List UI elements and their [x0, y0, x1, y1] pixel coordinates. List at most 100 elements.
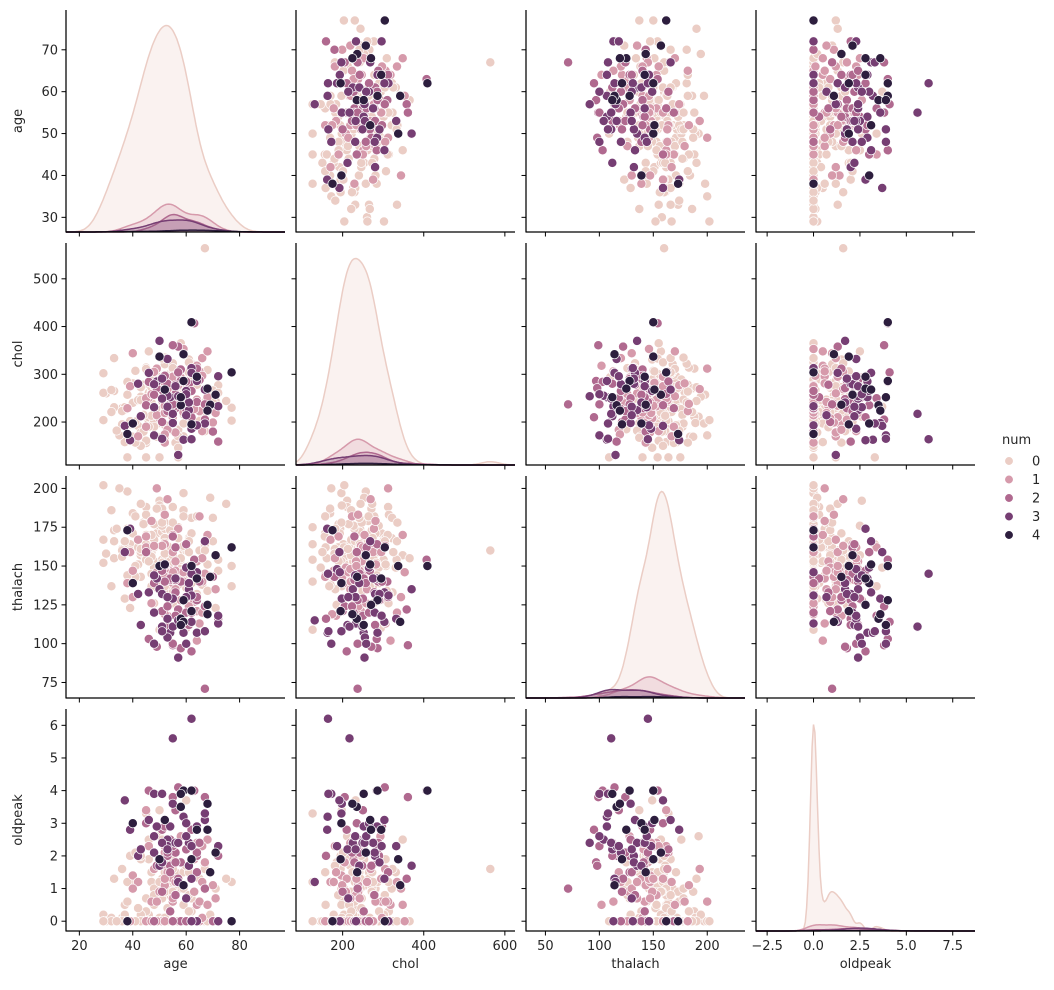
scatter-point-num-0 — [203, 586, 212, 595]
scatter-point-num-4 — [610, 881, 619, 890]
scatter-point-num-1 — [820, 66, 829, 75]
scatter-point-num-3 — [136, 845, 145, 854]
scatter-point-num-3 — [644, 917, 653, 926]
scatter-point-num-0 — [184, 907, 193, 916]
scatter-point-num-1 — [362, 877, 371, 886]
scatter-point-num-4 — [366, 600, 375, 609]
scatter-point-num-0 — [115, 484, 124, 493]
scatter-point-num-3 — [120, 548, 129, 557]
scatter-point-num-4 — [615, 406, 624, 415]
scatter-point-num-3 — [602, 822, 611, 831]
scatter-point-num-3 — [850, 412, 859, 421]
scatter-point-num-3 — [310, 100, 319, 109]
legend-entry-2: 2 — [1005, 492, 1041, 507]
scatter-point-num-3 — [881, 137, 890, 146]
scatter-point-num-3 — [924, 435, 933, 444]
scatter-point-num-1 — [684, 399, 693, 408]
scatter-point-num-3 — [627, 894, 636, 903]
scatter-point-num-4 — [674, 179, 683, 188]
scatter-point-num-0 — [703, 431, 712, 440]
scatter-point-num-3 — [658, 183, 667, 192]
y-axis-label-oldpeak: oldpeak — [11, 794, 26, 846]
scatter-point-num-1 — [820, 142, 829, 151]
scatter-point-num-4 — [617, 420, 626, 429]
scatter-point-num-0 — [354, 171, 363, 180]
scatter-point-num-1 — [128, 884, 137, 893]
scatter-point-num-2 — [142, 548, 151, 557]
scatter-point-num-3 — [628, 364, 637, 373]
legend-label: 3 — [1032, 510, 1040, 525]
scatter-point-num-1 — [695, 864, 704, 873]
scatter-point-num-2 — [619, 342, 628, 351]
scatter-point-num-4 — [617, 855, 626, 864]
scatter-point-num-0 — [318, 158, 327, 167]
scatter-point-num-4 — [423, 786, 432, 795]
scatter-point-num-3 — [628, 79, 637, 88]
scatter-point-num-4 — [809, 179, 818, 188]
scatter-point-num-0 — [131, 512, 140, 521]
scatter-point-num-3 — [335, 70, 344, 79]
scatter-point-num-3 — [913, 108, 922, 117]
scatter-point-num-3 — [187, 714, 196, 723]
scatter-point-num-3 — [174, 838, 183, 847]
scatter-point-num-3 — [602, 70, 611, 79]
scatter-point-num-1 — [683, 917, 692, 926]
scatter-point-num-0 — [638, 453, 647, 462]
scatter-point-num-4 — [155, 855, 164, 864]
panel-chol-vs-chol — [292, 243, 516, 470]
scatter-point-num-0 — [676, 453, 685, 462]
scatter-point-num-0 — [381, 560, 390, 569]
scatter-point-num-0 — [331, 196, 340, 205]
x-tick-label: 100 — [587, 939, 612, 954]
y-tick-label: 300 — [33, 368, 58, 383]
scatter-point-num-3 — [332, 842, 341, 851]
scatter-point-num-0 — [99, 558, 108, 567]
scatter-point-num-0 — [120, 537, 129, 546]
scatter-point-num-4 — [336, 607, 345, 616]
scatter-point-num-3 — [187, 435, 196, 444]
scatter-point-num-3 — [150, 639, 159, 648]
scatter-point-num-1 — [670, 900, 679, 909]
scatter-point-num-3 — [182, 894, 191, 903]
scatter-point-num-3 — [380, 815, 389, 824]
scatter-point-num-4 — [187, 318, 196, 327]
scatter-point-num-2 — [150, 917, 159, 926]
scatter-point-num-0 — [381, 167, 390, 176]
y-tick-label: 0 — [50, 915, 58, 930]
scatter-point-num-1 — [195, 619, 204, 628]
legend-entry-4: 4 — [1005, 529, 1041, 544]
scatter-point-num-2 — [809, 579, 818, 588]
scatter-point-num-3 — [607, 108, 616, 117]
scatter-point-num-4 — [844, 129, 853, 138]
scatter-point-num-1 — [675, 100, 684, 109]
scatter-point-num-0 — [99, 535, 108, 544]
scatter-point-num-0 — [641, 158, 650, 167]
scatter-point-num-1 — [667, 877, 676, 886]
scatter-point-num-4 — [348, 610, 357, 619]
scatter-point-num-1 — [150, 541, 159, 550]
scatter-point-num-3 — [648, 87, 657, 96]
scatter-point-num-0 — [654, 339, 663, 348]
scatter-point-num-2 — [809, 96, 818, 105]
scatter-point-num-3 — [200, 419, 209, 428]
kde-fill-num-0 — [526, 492, 745, 699]
scatter-point-num-3 — [369, 838, 378, 847]
scatter-point-num-1 — [839, 495, 848, 504]
scatter-point-num-4 — [622, 384, 631, 393]
kde-fill-num-0 — [66, 26, 285, 233]
scatter-point-num-4 — [423, 561, 432, 570]
scatter-point-num-2 — [330, 45, 339, 54]
scatter-point-num-1 — [680, 142, 689, 151]
scatter-point-num-3 — [163, 845, 172, 854]
scatter-point-num-3 — [602, 376, 611, 385]
scatter-point-num-0 — [809, 204, 818, 213]
scatter-point-num-4 — [328, 917, 337, 926]
scatter-point-num-3 — [366, 537, 375, 546]
scatter-point-num-1 — [396, 593, 405, 602]
scatter-point-num-0 — [486, 864, 495, 873]
scatter-point-num-0 — [110, 554, 119, 563]
x-axis-label-chol: chol — [392, 957, 419, 972]
scatter-point-num-3 — [611, 450, 620, 459]
scatter-point-num-2 — [403, 108, 412, 117]
scatter-point-num-1 — [326, 163, 335, 172]
